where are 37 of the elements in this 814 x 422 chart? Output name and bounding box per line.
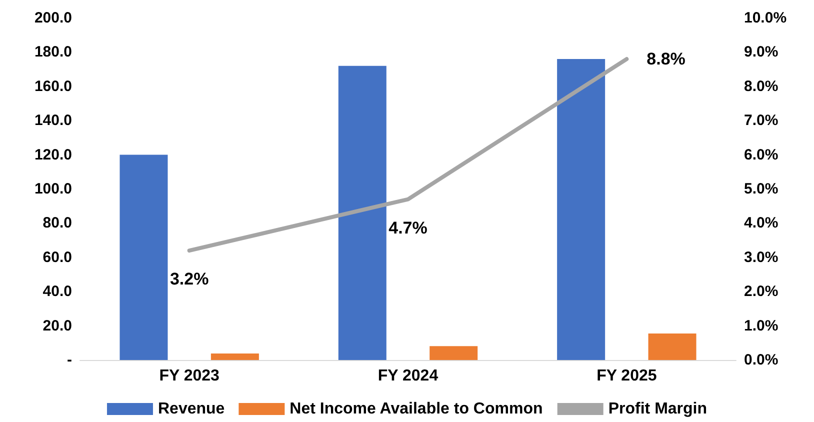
y2-tick-label: 4.0% bbox=[744, 214, 778, 232]
y2-tick-label: 2.0% bbox=[744, 283, 778, 300]
y-tick-label: 200.0 bbox=[34, 10, 72, 26]
y2-tick-label: 8.0% bbox=[744, 78, 778, 95]
y-tick-label: 20.0 bbox=[42, 317, 72, 334]
legend-label: Net Income Available to Common bbox=[290, 400, 543, 418]
y-tick-label: 160.0 bbox=[34, 78, 72, 95]
y2-tick-label: 3.0% bbox=[744, 248, 778, 266]
y-tick-label: 40.0 bbox=[42, 283, 72, 300]
y2-tick-label: 0.0% bbox=[744, 352, 778, 368]
bar bbox=[557, 59, 606, 360]
y-tick-label: 180.0 bbox=[34, 44, 72, 61]
x-tick-label: FY 2025 bbox=[596, 368, 657, 384]
y2-tick-label: 6.0% bbox=[744, 146, 778, 164]
bar bbox=[648, 333, 696, 360]
data-label: 4.7% bbox=[388, 218, 428, 238]
y2-tick-label: 7.0% bbox=[744, 112, 778, 130]
y2-tick-label: 5.0% bbox=[744, 180, 778, 198]
bar bbox=[338, 66, 386, 360]
y-tick-label: - bbox=[67, 352, 72, 368]
bar bbox=[120, 154, 168, 360]
y2-tick-label: 10.0% bbox=[744, 10, 787, 26]
y2-tick-label: 1.0% bbox=[744, 317, 778, 334]
x-tick-label: FY 2023 bbox=[159, 368, 220, 384]
bar bbox=[430, 346, 478, 360]
y-tick-label: 60.0 bbox=[42, 248, 72, 266]
x-tick-label: FY 2024 bbox=[378, 368, 438, 384]
y-tick-label: 140.0 bbox=[34, 112, 72, 130]
bar bbox=[210, 354, 259, 360]
legend-label: Profit Margin bbox=[608, 400, 708, 418]
data-label: 8.8% bbox=[646, 50, 686, 69]
y-tick-label: 80.0 bbox=[42, 214, 72, 232]
legend-label: Revenue bbox=[158, 400, 225, 418]
y-tick-label: 100.0 bbox=[34, 180, 72, 198]
y2-tick-label: 9.0% bbox=[744, 44, 778, 61]
data-label: 3.2% bbox=[170, 270, 209, 289]
y-tick-label: 120.0 bbox=[34, 146, 72, 164]
